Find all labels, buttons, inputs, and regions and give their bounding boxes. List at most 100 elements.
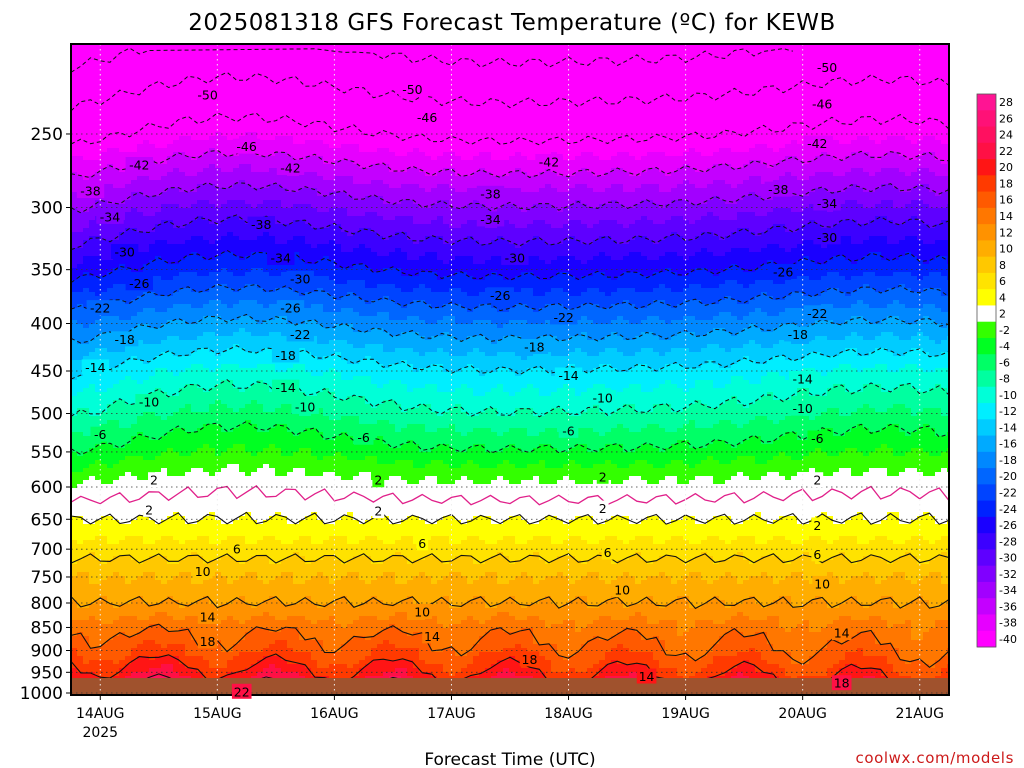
colorbar-label: -26 [999, 519, 1017, 532]
contour-label: -34 [480, 212, 500, 227]
colorbar-swatch [977, 257, 996, 274]
contour-label: -22 [807, 306, 827, 321]
y-tick-label: 550 [31, 443, 63, 463]
colorbar-label: 24 [999, 129, 1013, 142]
contour-label: -18 [524, 340, 544, 355]
y-tick-label: 650 [31, 510, 63, 530]
contour-label: -38 [480, 186, 500, 201]
x-tick-label: 17AUG [427, 706, 476, 722]
contour-label: -18 [788, 327, 808, 342]
x-tick-label: 15AUG [193, 706, 242, 722]
y-tick-label: 800 [31, 594, 63, 614]
contour-label: -14 [275, 380, 295, 395]
contour-label: 2 [813, 473, 821, 488]
contour-label: 14 [200, 609, 216, 624]
contour-label: -38 [768, 182, 788, 197]
colorbar-swatch [977, 549, 996, 566]
colorbar-label: 12 [999, 226, 1013, 239]
contour-label: -26 [280, 301, 300, 316]
contour-label: -14 [85, 360, 105, 375]
contour-label: 14 [639, 669, 655, 684]
colorbar-label: 26 [999, 112, 1013, 125]
colorbar-label: -4 [999, 340, 1010, 353]
contour-label: 2 [150, 473, 158, 488]
contour-label: -30 [114, 244, 134, 259]
contour-label: 18 [834, 676, 850, 691]
colorbar-swatch [977, 127, 996, 144]
contour-label: -50 [197, 88, 217, 103]
y-tick-label: 350 [31, 261, 63, 281]
y-tick-label: 300 [31, 198, 63, 218]
colorbar-swatch [977, 468, 996, 485]
colorbar-label: -30 [999, 552, 1017, 565]
contour-label: 2 [374, 504, 382, 519]
y-tick-label: 850 [31, 618, 63, 638]
colorbar-label: -22 [999, 486, 1017, 499]
colorbar-label: -8 [999, 373, 1010, 386]
contour-label: -34 [271, 250, 291, 265]
colorbar-swatch [977, 224, 996, 241]
contour-label: -50 [402, 82, 422, 97]
colorbar-swatch [977, 305, 996, 322]
contour-label: -42 [129, 158, 149, 173]
contour-label: -6 [811, 431, 824, 446]
colorbar-label: -2 [999, 324, 1010, 337]
x-tick-label: 14AUG [76, 706, 125, 722]
contour-label: 18 [200, 634, 216, 649]
colorbar-swatch [977, 289, 996, 306]
colorbar-label: 10 [999, 243, 1013, 256]
colorbar-label: 14 [999, 210, 1013, 223]
colorbar-label: 28 [999, 96, 1013, 109]
colorbar-label: -36 [999, 600, 1017, 613]
x-axis: 14AUG 15AUG 16AUG 17AUG 18AUG 19AUG 20AUG 21AUG… [76, 695, 944, 741]
colorbar-label: -18 [999, 454, 1017, 467]
colorbar-label: 4 [999, 291, 1006, 304]
colorbar-label: 18 [999, 177, 1013, 190]
colorbar-label: -38 [999, 617, 1017, 630]
contour-label: -18 [275, 348, 295, 363]
contour-label: 2 [599, 469, 607, 484]
colorbar-swatch [977, 273, 996, 290]
y-tick-label: 600 [31, 478, 63, 498]
terrain-band [71, 678, 949, 695]
colorbar-label: 8 [999, 259, 1006, 272]
y-axis: 2503003504004505005506006507007508008509… [20, 125, 71, 704]
colorbar-swatch [977, 354, 996, 371]
contour-label: -46 [417, 110, 437, 125]
colorbar-swatch [977, 159, 996, 176]
contour-label: 18 [522, 652, 538, 667]
contour-label: -26 [490, 288, 510, 303]
y-tick-label: 700 [31, 540, 63, 560]
colorbar-swatch [977, 371, 996, 388]
x-tick-year: 2025 [82, 725, 118, 741]
colorbar-label: -14 [999, 421, 1017, 434]
y-tick-label: 250 [31, 125, 63, 145]
colorbar-swatch [977, 452, 996, 469]
contour-label: -18 [114, 332, 134, 347]
contour-label: -42 [539, 155, 559, 170]
y-tick-label: 950 [31, 663, 63, 683]
contour-label: 6 [604, 545, 612, 560]
contour-label: 2 [813, 518, 821, 533]
colorbar-label: -10 [999, 389, 1017, 402]
colorbar-swatch [977, 192, 996, 209]
contour-label: 2 [374, 473, 382, 488]
colorbar-swatch [977, 501, 996, 518]
contour-label: -26 [129, 276, 149, 291]
contour-label: -26 [773, 264, 793, 279]
contour-label: -22 [290, 327, 310, 342]
contour-label: -14 [558, 368, 578, 383]
colorbar-label: -32 [999, 568, 1017, 581]
contour-label: -50 [817, 60, 837, 75]
colorbar-label: 6 [999, 275, 1006, 288]
chart-title: 2025081318 GFS Forecast Temperature (ºC)… [188, 10, 836, 36]
contour-label: -46 [812, 96, 832, 111]
colorbar-swatch [977, 208, 996, 225]
contour-label: -10 [792, 401, 812, 416]
contour-label: 2 [599, 501, 607, 516]
contour-label: -22 [90, 301, 110, 316]
colorbar-swatch [977, 338, 996, 355]
colorbar-swatch [977, 175, 996, 192]
colorbar-label: -24 [999, 503, 1017, 516]
y-tick-label: 900 [31, 642, 63, 662]
